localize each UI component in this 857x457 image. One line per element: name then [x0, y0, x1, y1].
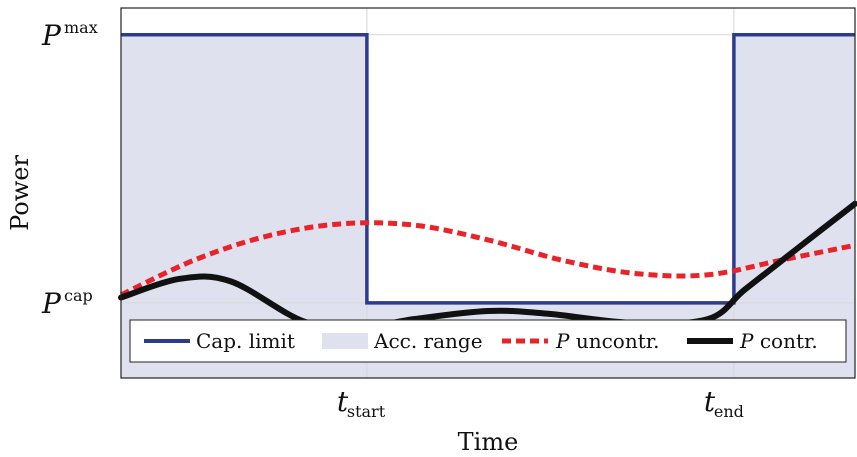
- legend-label: Cap. limit: [196, 329, 295, 353]
- legend-item-0: Cap. limit: [144, 329, 295, 353]
- legend-label: Acc. range: [373, 329, 483, 353]
- legend-label: P contr.: [739, 329, 818, 353]
- series-uncontrolled-line: [119, 220, 856, 298]
- series-controlled-line: [118, 200, 857, 331]
- y-tick-sup: max: [64, 18, 98, 37]
- legend-swatch-acc-range: [322, 333, 368, 349]
- legend: Cap. limit Acc. range P uncontr. P contr.: [129, 319, 847, 363]
- x-axis-label: Time: [458, 428, 519, 456]
- legend-item-3: P contr.: [687, 329, 818, 353]
- acceptable-range-area: [121, 34, 855, 379]
- plot-frame: [120, 7, 856, 379]
- legend-item-1: Acc. range: [322, 329, 483, 353]
- y-tick-sup: cap: [64, 286, 93, 305]
- x-tick-sub: start: [347, 402, 386, 421]
- y-axis-label: Power: [6, 155, 34, 231]
- y-tick-main: P: [41, 287, 62, 320]
- x-tick-main: t: [704, 385, 716, 418]
- x-tick-main: t: [337, 385, 349, 418]
- series-cap-limit-line: [121, 33, 855, 305]
- legend-label: P uncontr.: [555, 329, 659, 353]
- legend-item-2: P uncontr.: [502, 329, 659, 353]
- y-tick-main: P: [41, 19, 62, 52]
- x-tick-sub: end: [714, 402, 744, 421]
